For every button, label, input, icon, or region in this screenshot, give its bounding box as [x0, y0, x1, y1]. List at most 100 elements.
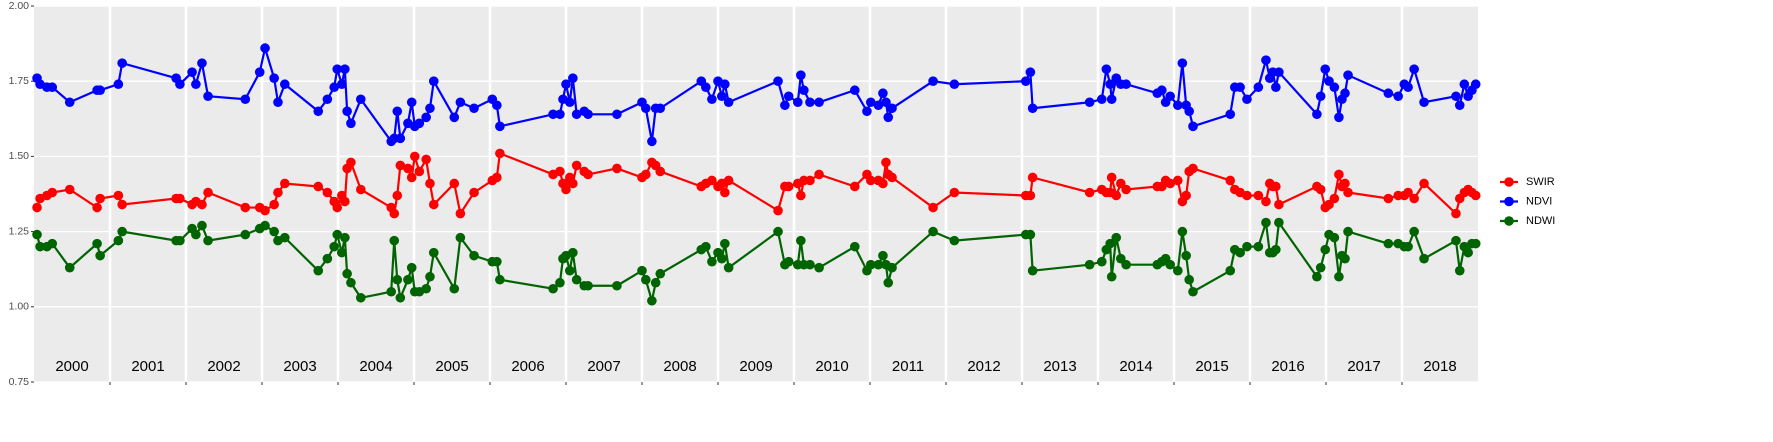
- point: [1383, 88, 1394, 99]
- point: [392, 106, 403, 117]
- point: [254, 67, 265, 77]
- point: [647, 136, 657, 147]
- point: [723, 175, 734, 186]
- point: [928, 76, 938, 86]
- point: [583, 109, 593, 120]
- year-label: 2017: [1347, 358, 1380, 375]
- year-label: 2012: [967, 358, 1000, 375]
- point: [1383, 193, 1394, 204]
- point: [197, 220, 207, 231]
- point: [1451, 208, 1461, 219]
- point: [1121, 184, 1131, 195]
- year-label: 2004: [359, 358, 392, 375]
- point: [342, 268, 352, 279]
- year-label: 2010: [815, 358, 848, 375]
- point: [1459, 79, 1470, 90]
- point: [1188, 163, 1198, 174]
- point: [1105, 238, 1115, 249]
- legend-key: [1504, 177, 1514, 187]
- point: [814, 262, 824, 273]
- point: [1320, 244, 1331, 255]
- year-label: 2015: [1195, 358, 1228, 375]
- point: [1315, 91, 1326, 102]
- point: [1329, 82, 1340, 93]
- point: [203, 235, 213, 246]
- point: [389, 208, 400, 219]
- point: [428, 247, 439, 258]
- point: [1261, 196, 1271, 207]
- point: [641, 103, 651, 114]
- point: [203, 187, 213, 198]
- point: [655, 166, 666, 177]
- point: [1027, 265, 1038, 276]
- point: [197, 58, 207, 68]
- point: [583, 280, 593, 291]
- point: [707, 175, 717, 186]
- point: [720, 187, 730, 198]
- point: [1271, 82, 1281, 93]
- point: [495, 274, 505, 285]
- point: [1025, 190, 1036, 201]
- point: [1177, 58, 1188, 68]
- point: [340, 232, 350, 243]
- point: [64, 262, 75, 273]
- point: [1274, 67, 1284, 77]
- point: [449, 178, 460, 189]
- point: [1101, 64, 1112, 74]
- point: [332, 202, 343, 213]
- point: [1315, 262, 1326, 273]
- point: [548, 109, 558, 120]
- year-label: 2007: [587, 358, 620, 375]
- year-label: 2011: [892, 358, 924, 375]
- point: [1121, 259, 1131, 270]
- point: [1409, 193, 1419, 204]
- point: [337, 247, 347, 258]
- point: [883, 277, 894, 288]
- point: [113, 79, 124, 90]
- point: [1419, 253, 1429, 264]
- point: [392, 274, 403, 285]
- point: [260, 43, 270, 53]
- point: [47, 238, 58, 249]
- point: [414, 166, 425, 177]
- point: [449, 283, 460, 294]
- point: [707, 94, 717, 105]
- point: [421, 154, 431, 165]
- point: [1025, 67, 1036, 77]
- point: [701, 241, 711, 252]
- point: [568, 178, 578, 189]
- point: [1343, 70, 1353, 80]
- point: [1271, 244, 1281, 255]
- legend-key: [1504, 216, 1514, 226]
- point: [421, 283, 431, 294]
- point: [796, 190, 806, 201]
- point: [332, 64, 343, 74]
- point: [571, 160, 582, 171]
- point: [1165, 91, 1175, 102]
- point: [329, 241, 340, 252]
- point: [1242, 94, 1252, 105]
- point: [1106, 271, 1117, 282]
- point: [492, 256, 502, 267]
- legend-label: NDVI: [1526, 195, 1552, 207]
- point: [395, 160, 406, 171]
- point: [805, 97, 815, 108]
- point: [1320, 64, 1331, 74]
- point: [548, 283, 558, 294]
- point: [783, 181, 794, 192]
- point: [197, 199, 207, 210]
- point: [95, 85, 105, 96]
- point: [1261, 55, 1271, 65]
- point: [1105, 79, 1115, 90]
- point: [1106, 172, 1117, 183]
- point: [342, 106, 352, 117]
- point: [641, 169, 651, 180]
- point: [1454, 265, 1465, 276]
- point: [406, 97, 417, 108]
- point: [1403, 241, 1413, 252]
- point: [1340, 178, 1350, 189]
- point: [455, 97, 466, 108]
- y-tick-label: 2.00: [9, 0, 30, 12]
- point: [814, 169, 824, 180]
- series: [32, 43, 1481, 147]
